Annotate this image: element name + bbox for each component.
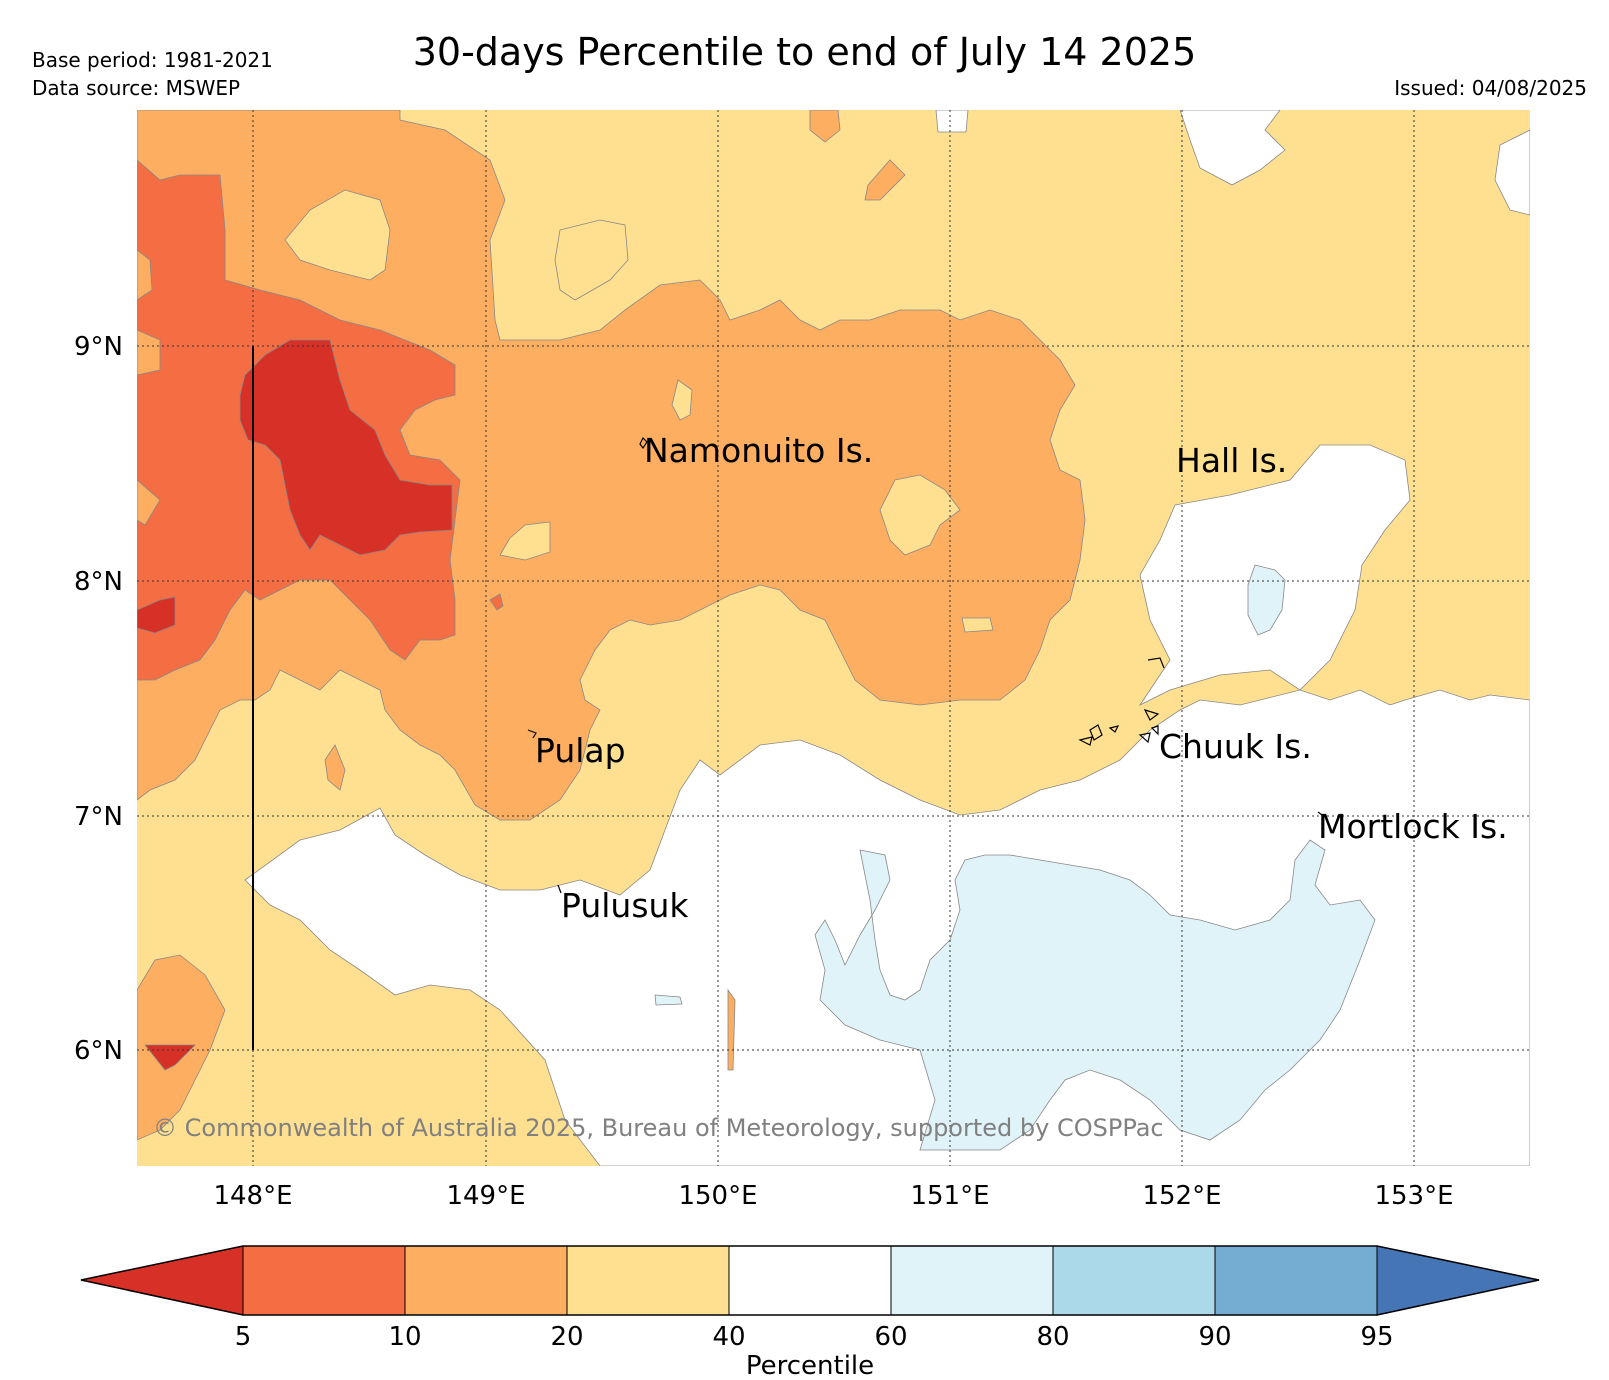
- band-below-5-spot-b: [144, 1044, 196, 1071]
- colorbar-tick: 5: [235, 1322, 252, 1352]
- place-label: Pulusuk: [561, 886, 689, 925]
- colorbar-segment: [567, 1246, 729, 1315]
- band-10-20-lobe-c: [324, 744, 346, 791]
- colorbar-tick: 10: [388, 1322, 421, 1352]
- colorbar-tick: 80: [1036, 1322, 1069, 1352]
- band-40-60-top-notch: [935, 110, 969, 133]
- lon-tick: 153°E: [1374, 1181, 1453, 1211]
- lat-tick: 7°N: [74, 802, 123, 832]
- band-20-40-pocket-f: [961, 617, 994, 633]
- colorbar-segment: [1053, 1246, 1215, 1315]
- place-label: Chuuk Is.: [1159, 727, 1312, 766]
- map-frame: [137, 110, 1530, 1166]
- lat-tick: 6°N: [74, 1036, 123, 1066]
- lon-tick: 152°E: [1142, 1181, 1221, 1211]
- band-40-60-northeast-edge: [1494, 129, 1530, 216]
- band-60-80-east-lobe: [1247, 564, 1286, 636]
- band-20-40-pocket-b: [554, 219, 629, 301]
- colorbar-extend-low: [81, 1246, 243, 1315]
- lon-tick: 148°E: [213, 1181, 292, 1211]
- colorbar-tick: 95: [1360, 1322, 1393, 1352]
- band-20-40-pocket-d: [499, 521, 551, 561]
- band-20-40-pocket-c: [879, 474, 961, 556]
- band-10-20-west-notch-3: [137, 479, 161, 526]
- colorbar-segment: [1215, 1246, 1377, 1315]
- band-20-40-pocket-a: [284, 189, 391, 281]
- band-10-20-west: [137, 110, 1086, 821]
- band-10-20-west-notch-2: [137, 329, 161, 376]
- map-title: 30-days Percentile to end of July 14 202…: [412, 30, 1197, 74]
- colorbar-segment: [729, 1246, 891, 1315]
- lat-tick: 8°N: [74, 567, 123, 597]
- data-source-label: Data source: MSWEP: [32, 76, 241, 100]
- base-period-label: Base period: 1981-2021: [32, 48, 273, 72]
- copyright-note: © Commonwealth of Australia 2025, Bureau…: [153, 1114, 1164, 1142]
- band-60-80-southeast: [814, 839, 1376, 1151]
- colorbar-segment: [891, 1246, 1053, 1315]
- lon-tick: 150°E: [678, 1181, 757, 1211]
- lon-tick: 151°E: [910, 1181, 989, 1211]
- band-60-80-spot-a: [654, 994, 683, 1006]
- band-20-40-pocket-e: [671, 379, 693, 421]
- colorbar: 5 10 20 40 60 80 90 95 Percentile: [80, 1245, 1540, 1380]
- colorbar-tick: 40: [712, 1322, 745, 1352]
- colorbar-segment: [243, 1246, 405, 1315]
- band-10-20-west-notch: [137, 249, 153, 301]
- colorbar-segment: [405, 1246, 567, 1315]
- colorbar-tick: 20: [550, 1322, 583, 1352]
- band-below-5-core: [239, 339, 453, 556]
- place-label: Pulap: [535, 731, 626, 770]
- place-label: Mortlock Is.: [1318, 807, 1508, 846]
- colorbar-tick: 60: [874, 1322, 907, 1352]
- issued-label: Issued: 04/08/2025: [1394, 76, 1587, 100]
- lon-tick: 149°E: [446, 1181, 525, 1211]
- place-label: Hall Is.: [1176, 441, 1287, 480]
- colorbar-tick: 90: [1198, 1322, 1231, 1352]
- band-10-20-lobe-top: [809, 110, 841, 143]
- colorbar-label: Percentile: [746, 1351, 874, 1380]
- colorbar-extend-high: [1377, 1246, 1539, 1315]
- place-label: Namonuito Is.: [644, 431, 873, 470]
- island-shapes: [527, 436, 1323, 894]
- lat-tick: 9°N: [74, 332, 123, 362]
- band-5-10-spot: [489, 593, 504, 611]
- band-10-20-lobe-b: [864, 159, 906, 201]
- band-40-60-northeast: [1179, 110, 1286, 186]
- band-below-5-spot-a: [137, 596, 176, 634]
